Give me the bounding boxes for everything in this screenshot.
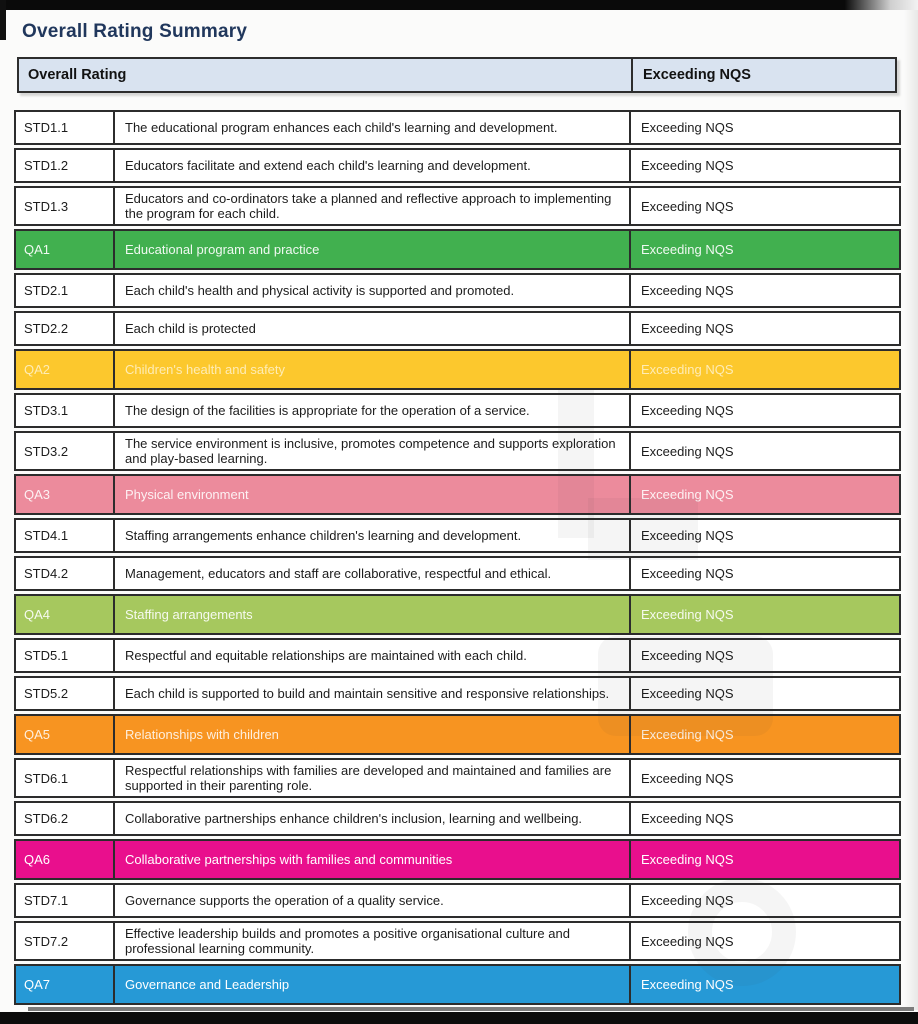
header-rating-value: Exceeding NQS [643, 67, 751, 83]
row-rating: Exceeding NQS [641, 120, 734, 135]
table-row: STD6.1 Respectful relationships with fam… [14, 758, 901, 798]
row-code: STD7.1 [16, 885, 115, 916]
row-rating: Exceeding NQS [641, 403, 734, 418]
table-row: STD4.1 Staffing arrangements enhance chi… [14, 518, 901, 553]
row-rating: Exceeding NQS [641, 648, 734, 663]
row-description: Collaborative partnerships with families… [115, 841, 631, 878]
table-row: STD7.2 Effective leadership builds and p… [14, 921, 901, 961]
row-rating: Exceeding NQS [641, 852, 734, 867]
page-title: Overall Rating Summary [22, 21, 248, 42]
table-row: STD3.1 The design of the facilities is a… [14, 393, 901, 428]
row-code: QA1 [16, 231, 115, 268]
row-code: STD4.1 [16, 520, 115, 551]
row-code: STD1.2 [16, 150, 115, 181]
row-description: Educational program and practice [115, 231, 631, 268]
row-code: STD5.1 [16, 640, 115, 671]
row-description: The educational program enhances each ch… [115, 112, 631, 143]
rating-table-body: STD1.1 The educational program enhances … [14, 110, 901, 1008]
table-row: QA3 Physical environment Exceeding NQS [14, 474, 901, 515]
page-bottom-shadow [28, 1007, 914, 1011]
table-row: STD5.2 Each child is supported to build … [14, 676, 901, 711]
row-code: STD1.3 [16, 188, 115, 224]
table-row: STD2.2 Each child is protected Exceeding… [14, 311, 901, 346]
row-description: Collaborative partnerships enhance child… [115, 803, 631, 834]
table-row: STD6.2 Collaborative partnerships enhanc… [14, 801, 901, 836]
row-code: QA6 [16, 841, 115, 878]
header-overall-rating-label: Overall Rating [19, 59, 633, 91]
row-rating: Exceeding NQS [641, 487, 734, 502]
table-row: STD2.1 Each child's health and physical … [14, 273, 901, 308]
row-code: QA4 [16, 596, 115, 633]
row-description: The design of the facilities is appropri… [115, 395, 631, 426]
row-rating: Exceeding NQS [641, 811, 734, 826]
row-rating: Exceeding NQS [641, 158, 734, 173]
row-rating: Exceeding NQS [641, 528, 734, 543]
row-code: STD2.1 [16, 275, 115, 306]
row-rating: Exceeding NQS [641, 727, 734, 742]
table-row: STD1.2 Educators facilitate and extend e… [14, 148, 901, 183]
row-rating: Exceeding NQS [641, 686, 734, 701]
table-row: QA1 Educational program and practice Exc… [14, 229, 901, 270]
row-rating: Exceeding NQS [641, 977, 734, 992]
header-table: Overall Rating Exceeding NQS [17, 57, 897, 93]
row-code: QA2 [16, 351, 115, 388]
row-description: The service environment is inclusive, pr… [115, 433, 631, 469]
row-rating: Exceeding NQS [641, 443, 734, 459]
top-letterbox-bar [0, 0, 918, 10]
row-code: STD2.2 [16, 313, 115, 344]
row-rating: Exceeding NQS [641, 198, 734, 214]
row-code: STD7.2 [16, 923, 115, 959]
row-rating: Exceeding NQS [641, 283, 734, 298]
row-code: STD3.2 [16, 433, 115, 469]
row-code: QA5 [16, 716, 115, 753]
table-row: QA2 Children's health and safety Exceedi… [14, 349, 901, 390]
bottom-letterbox-bar [0, 1012, 918, 1024]
right-edge-shade [904, 10, 918, 1010]
row-description: Each child is supported to build and mai… [115, 678, 631, 709]
row-rating: Exceeding NQS [641, 321, 734, 336]
row-description: Children's health and safety [115, 351, 631, 388]
row-rating: Exceeding NQS [641, 362, 734, 377]
row-code: STD3.1 [16, 395, 115, 426]
table-row: STD4.2 Management, educators and staff a… [14, 556, 901, 591]
table-row: STD7.1 Governance supports the operation… [14, 883, 901, 918]
table-row: STD1.3 Educators and co-ordinators take … [14, 186, 901, 226]
row-code: QA7 [16, 966, 115, 1003]
table-row: QA7 Governance and Leadership Exceeding … [14, 964, 901, 1005]
row-rating: Exceeding NQS [641, 893, 734, 908]
row-description: Respectful and equitable relationships a… [115, 640, 631, 671]
row-code: STD6.2 [16, 803, 115, 834]
row-description: Governance and Leadership [115, 966, 631, 1003]
row-description: Relationships with children [115, 716, 631, 753]
left-edge-bar [0, 0, 6, 40]
row-description: Physical environment [115, 476, 631, 513]
row-description: Each child is protected [115, 313, 631, 344]
row-description: Staffing arrangements [115, 596, 631, 633]
row-description: Each child's health and physical activit… [115, 275, 631, 306]
row-code: STD6.1 [16, 760, 115, 796]
table-row: STD3.2 The service environment is inclus… [14, 431, 901, 471]
row-rating: Exceeding NQS [641, 933, 734, 949]
row-description: Staffing arrangements enhance children's… [115, 520, 631, 551]
table-row: STD1.1 The educational program enhances … [14, 110, 901, 145]
row-description: Educators and co-ordinators take a plann… [115, 188, 631, 224]
row-rating: Exceeding NQS [641, 770, 734, 786]
row-rating: Exceeding NQS [641, 566, 734, 581]
row-code: STD1.1 [16, 112, 115, 143]
row-rating: Exceeding NQS [641, 242, 734, 257]
row-description: Educators facilitate and extend each chi… [115, 150, 631, 181]
row-code: STD4.2 [16, 558, 115, 589]
row-description: Respectful relationships with families a… [115, 760, 631, 796]
row-description: Effective leadership builds and promotes… [115, 923, 631, 959]
table-row: QA4 Staffing arrangements Exceeding NQS [14, 594, 901, 635]
row-description: Governance supports the operation of a q… [115, 885, 631, 916]
row-description: Management, educators and staff are coll… [115, 558, 631, 589]
row-code: QA3 [16, 476, 115, 513]
row-code: STD5.2 [16, 678, 115, 709]
table-row: QA6 Collaborative partnerships with fami… [14, 839, 901, 880]
table-row: STD5.1 Respectful and equitable relation… [14, 638, 901, 673]
table-row: QA5 Relationships with children Exceedin… [14, 714, 901, 755]
row-rating: Exceeding NQS [641, 607, 734, 622]
